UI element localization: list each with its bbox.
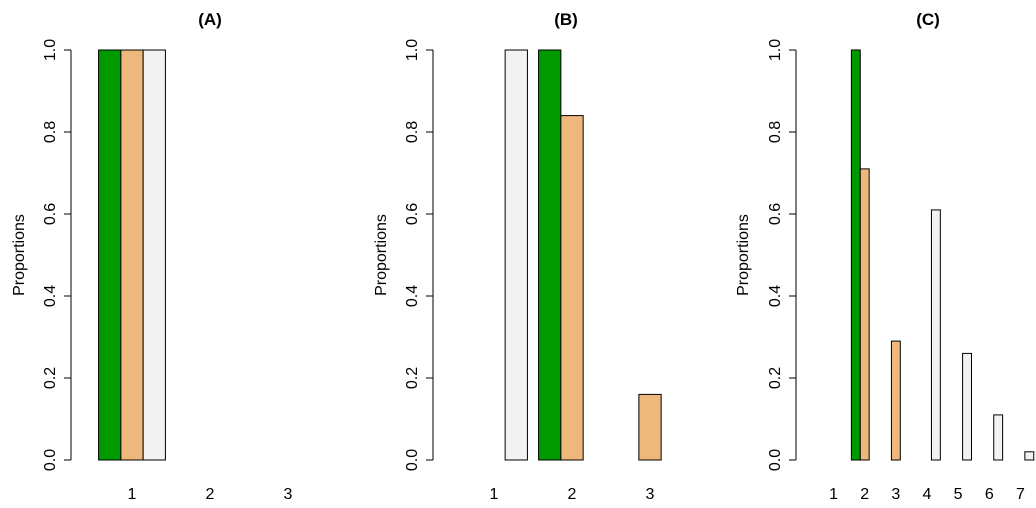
panel-c-y-tick-label: 0.8 [767,121,784,143]
panel-c-y-axis: 0.0 0.2 0.4 0.6 0.8 1.0 [767,39,797,471]
panel-a-y-tick-label: 0.6 [42,203,59,225]
panel-b-x-tick-label-1: 1 [490,486,499,503]
panel-c-x-tick-label-3: 3 [891,486,900,503]
panel-a-y-tick-label: 0.4 [42,285,59,307]
panel-b-bar-series1-cat2 [538,49,562,461]
panel-a-title: (A) [198,10,222,29]
panel-c-bar-series2-cat2 [859,168,870,461]
panel-b-y-axis: 0.0 0.2 0.4 0.6 0.8 1.0 [404,39,434,471]
panel-a-y-tick-label: 0.0 [42,449,59,471]
panel-c-x-tick-label-2: 2 [860,486,869,503]
panel-c-x-tick-label-6: 6 [985,486,994,503]
panel-c-y-axis-label: Proportions [735,214,752,296]
panel-a-x-tick-label-3: 3 [284,486,293,503]
panel-c-y-tick-label: 0.0 [767,449,784,471]
panel-b-x-tick-label-3: 3 [646,486,655,503]
panel-c-y-tick-label: 0.6 [767,203,784,225]
panel-c-y-tick-label: 1.0 [767,39,784,61]
panel-c-bars [850,49,1035,461]
panel-a-bar-series3-cat1 [142,49,166,461]
panel-a-bar-series2-cat1 [120,49,144,461]
panel-c-title: (C) [916,10,940,29]
panel-c-x-tick-label-1: 1 [829,486,838,503]
panel-b: (B) Proportions 1 2 3 0.0 0.2 0.4 0.6 0.8 1.0 [373,10,662,503]
panel-a-y-tick-label: 1.0 [42,39,59,61]
panel-c-bar-series3-cat4 [930,209,941,461]
panel-b-y-tick-label: 0.6 [404,203,421,225]
panel-c: (C) Proportions 1 2 3 4 5 6 7 0.0 0.2 0.4 0.6 0.8 1.… [735,10,1035,503]
panel-c-y-tick-label: 0.4 [767,285,784,307]
panel-c-bar-series2-cat3 [890,340,901,461]
panel-b-y-tick-label: 0.0 [404,449,421,471]
panel-a-y-tick-label: 0.2 [42,367,59,389]
panel-b-title: (B) [554,10,578,29]
panel-b-bar-series3-cat1 [504,49,528,461]
panel-a-y-tick-label: 0.8 [42,121,59,143]
panel-a-bar-series1-cat1 [98,49,122,461]
panel-b-x-tick-label-2: 2 [568,486,577,503]
panel-a-y-axis-label: Proportions [11,214,28,296]
panel-b-bar-series2-cat3 [638,393,662,461]
panel-b-bars [504,49,662,461]
panel-a: (A) Proportions 1 2 3 0.0 0.2 0.4 0.6 0.8 1.0 [11,10,293,503]
panel-c-bar-series3-cat6 [993,414,1004,461]
panel-b-y-axis-label: Proportions [373,214,390,296]
panel-b-y-tick-label: 1.0 [404,39,421,61]
panel-b-y-tick-label: 0.2 [404,367,421,389]
panel-c-x-tick-label-4: 4 [923,486,932,503]
panel-c-bar-series3-cat7 [1024,451,1035,461]
panel-c-x-tick-label-5: 5 [954,486,963,503]
panel-c-x-tick-label-7: 7 [1016,486,1025,503]
panel-a-x-tick-label-2: 2 [206,486,215,503]
panel-b-y-tick-label: 0.4 [404,285,421,307]
panel-b-bar-series2-cat2 [560,115,584,461]
panel-a-x-tick-label-1: 1 [128,486,137,503]
panel-a-bars [98,49,166,461]
panel-b-y-tick-label: 0.8 [404,121,421,143]
panel-c-y-tick-label: 0.2 [767,367,784,389]
panel-a-y-axis: 0.0 0.2 0.4 0.6 0.8 1.0 [42,39,72,471]
panel-c-bar-series1-cat2 [850,49,861,461]
panel-c-bar-series3-cat5 [962,352,972,461]
